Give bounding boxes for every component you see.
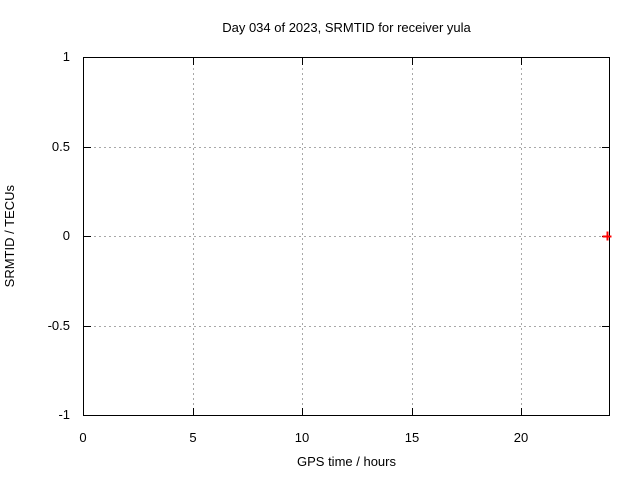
data-point-marker xyxy=(602,231,612,241)
x-tick-label: 5 xyxy=(189,430,197,445)
y-tick-right xyxy=(602,326,609,327)
y-tick-left xyxy=(84,415,91,416)
y-tick-right xyxy=(602,415,609,416)
x-tick-top xyxy=(302,58,303,65)
gridline-horizontal xyxy=(84,147,609,148)
x-tick-label: 0 xyxy=(79,430,87,445)
y-tick-left xyxy=(84,57,91,58)
y-tick-label: -1 xyxy=(58,407,70,422)
x-tick-bottom xyxy=(83,408,84,415)
y-tick-right xyxy=(602,57,609,58)
chart-title: Day 034 of 2023, SRMTID for receiver yul… xyxy=(222,20,471,35)
x-axis-label: GPS time / hours xyxy=(297,454,396,469)
x-tick-top xyxy=(83,58,84,65)
x-tick-top xyxy=(193,58,194,65)
plot-area xyxy=(83,57,610,416)
y-tick-left xyxy=(84,147,91,148)
x-tick-bottom xyxy=(521,408,522,415)
y-tick-right xyxy=(602,147,609,148)
gridline-horizontal xyxy=(84,326,609,327)
y-tick-label: 0.5 xyxy=(51,139,70,154)
y-tick-left xyxy=(84,326,91,327)
y-tick-left xyxy=(84,236,91,237)
x-tick-bottom xyxy=(412,408,413,415)
x-tick-bottom xyxy=(193,408,194,415)
y-tick-label: 0 xyxy=(62,228,70,243)
x-tick-bottom xyxy=(302,408,303,415)
x-tick-top xyxy=(412,58,413,65)
gridline-horizontal xyxy=(84,236,609,237)
x-tick-label: 15 xyxy=(404,430,420,445)
x-tick-top xyxy=(521,58,522,65)
y-tick-label: 1 xyxy=(62,49,70,64)
x-tick-label: 20 xyxy=(513,430,529,445)
x-tick-label: 10 xyxy=(294,430,310,445)
y-tick-label: -0.5 xyxy=(47,318,70,333)
